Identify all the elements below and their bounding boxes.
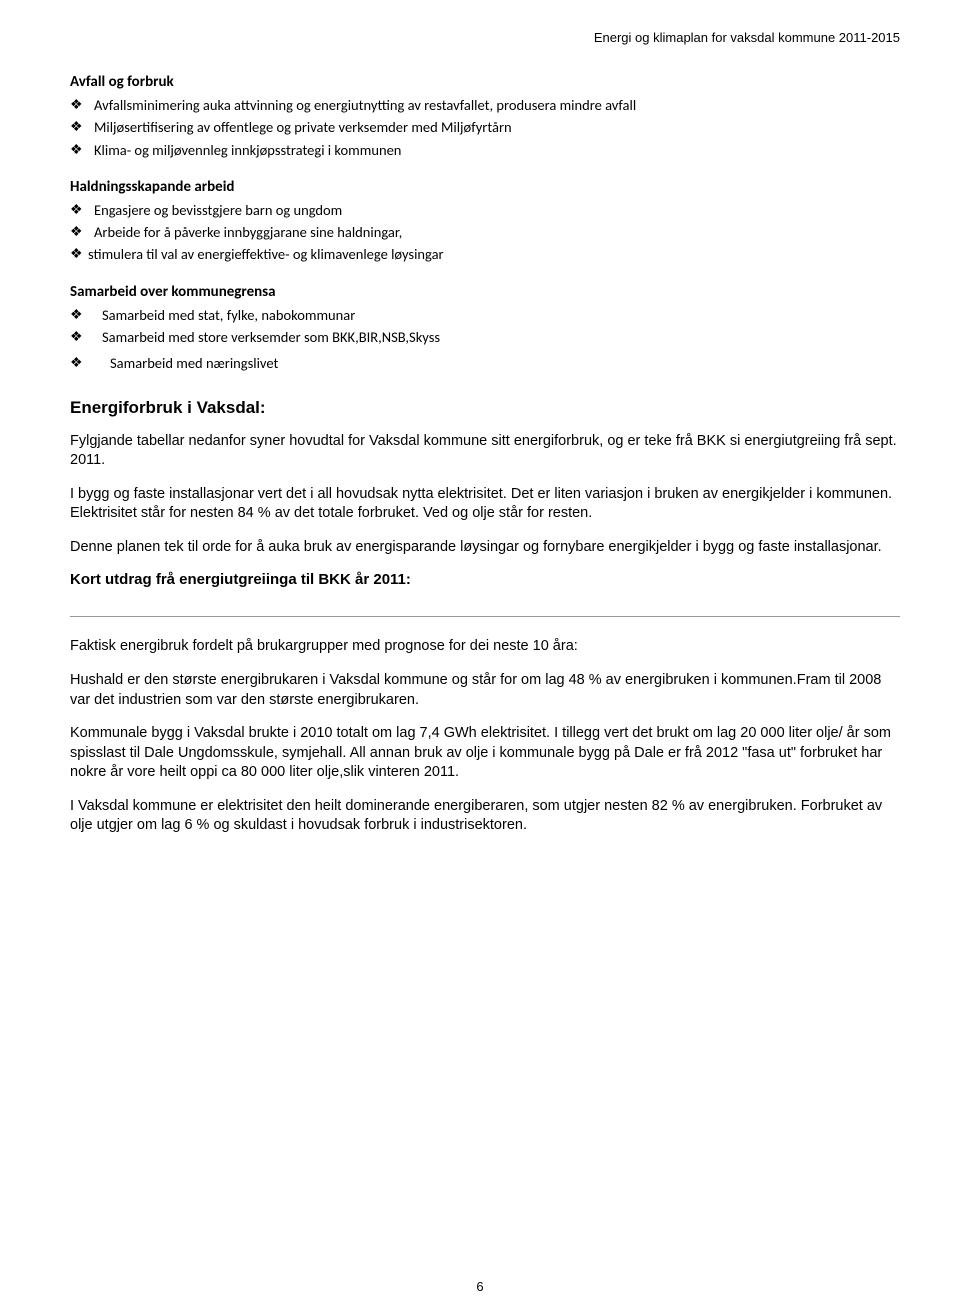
list-item-text: Klima- og miljøvennleg innkjøpsstrategi … — [94, 140, 900, 160]
faktisk-paragraph: Hushald er den største energibrukaren i … — [70, 671, 900, 710]
list-item-text: Engasjere og bevisstgjere barn og ungdom — [94, 200, 900, 220]
energiforbruk-paragraph: I bygg og faste installasjonar vert det … — [70, 485, 900, 524]
section-energiforbruk: Energiforbruk i Vaksdal: Fylgjande tabel… — [70, 398, 900, 589]
haldning-list: ❖ Engasjere og bevisstgjere barn og ungd… — [70, 200, 900, 243]
section-avfall: Avfall og forbruk ❖ Avfallsminimering au… — [70, 73, 900, 160]
list-item: ❖ Arbeide for å påverke innbyggjarane si… — [70, 222, 900, 242]
list-item-text: Samarbeid med næringslivet — [94, 353, 900, 373]
list-item: ❖ Samarbeid med stat, fylke, nabokommuna… — [70, 305, 900, 325]
bullet-icon: ❖ — [70, 222, 94, 242]
energiforbruk-bold-line: Kort utdrag frå energiutgreiinga til BKK… — [70, 571, 900, 588]
energiforbruk-title: Energiforbruk i Vaksdal: — [70, 398, 900, 418]
list-item: ❖ stimulera til val av energieffektive- … — [70, 244, 900, 264]
list-item: ❖ Miljøsertifisering av offentlege og pr… — [70, 117, 900, 137]
faktisk-paragraph: Kommunale bygg i Vaksdal brukte i 2010 t… — [70, 724, 900, 783]
document-header: Energi og klimaplan for vaksdal kommune … — [70, 30, 900, 45]
samarbeid-list: ❖ Samarbeid med stat, fylke, nabokommuna… — [70, 305, 900, 348]
faktisk-intro: Faktisk energibruk fordelt på brukargrup… — [70, 637, 900, 657]
bullet-icon: ❖ — [70, 117, 94, 137]
bullet-icon: ❖ — [70, 327, 94, 347]
section-heading-haldning: Haldningsskapande arbeid — [70, 178, 900, 196]
bullet-icon: ❖ — [70, 244, 88, 264]
section-heading-avfall: Avfall og forbruk — [70, 73, 900, 91]
page-number: 6 — [476, 1279, 483, 1294]
list-item-text: stimulera til val av energieffektive- og… — [88, 244, 900, 264]
list-item: ❖ Klima- og miljøvennleg innkjøpsstrateg… — [70, 140, 900, 160]
list-item: ❖ Samarbeid med næringslivet — [70, 353, 900, 373]
bullet-icon: ❖ — [70, 305, 94, 325]
bullet-icon: ❖ — [70, 200, 94, 220]
list-item-text: Avfallsminimering auka attvinning og ene… — [94, 95, 900, 115]
list-item: ❖ Engasjere og bevisstgjere barn og ungd… — [70, 200, 900, 220]
bullet-icon: ❖ — [70, 95, 94, 115]
faktisk-paragraph: I Vaksdal kommune er elektrisitet den he… — [70, 797, 900, 836]
section-samarbeid: Samarbeid over kommunegrensa ❖ Samarbeid… — [70, 283, 900, 374]
avfall-list: ❖ Avfallsminimering auka attvinning og e… — [70, 95, 900, 160]
list-item-text: Arbeide for å påverke innbyggjarane sine… — [94, 222, 900, 242]
energiforbruk-paragraph: Denne planen tek til orde for å auka bru… — [70, 538, 900, 558]
list-item-text: Samarbeid med store verksemder som BKK,B… — [94, 327, 900, 347]
header-title: Energi og klimaplan for vaksdal kommune … — [594, 30, 900, 45]
samarbeid-extra-list: ❖ Samarbeid med næringslivet — [70, 353, 900, 373]
bullet-icon: ❖ — [70, 353, 94, 373]
section-haldning: Haldningsskapande arbeid ❖ Engasjere og … — [70, 178, 900, 265]
list-item-text: Miljøsertifisering av offentlege og priv… — [94, 117, 900, 137]
bullet-icon: ❖ — [70, 140, 94, 160]
section-heading-samarbeid: Samarbeid over kommunegrensa — [70, 283, 900, 301]
energiforbruk-paragraph: Fylgjande tabellar nedanfor syner hovudt… — [70, 432, 900, 471]
list-item: ❖ Samarbeid med store verksemder som BKK… — [70, 327, 900, 347]
section-faktisk: Faktisk energibruk fordelt på brukargrup… — [70, 616, 900, 836]
haldning-sublist: ❖ stimulera til val av energieffektive- … — [70, 244, 900, 264]
list-item-text: Samarbeid med stat, fylke, nabokommunar — [94, 305, 900, 325]
list-item: ❖ Avfallsminimering auka attvinning og e… — [70, 95, 900, 115]
